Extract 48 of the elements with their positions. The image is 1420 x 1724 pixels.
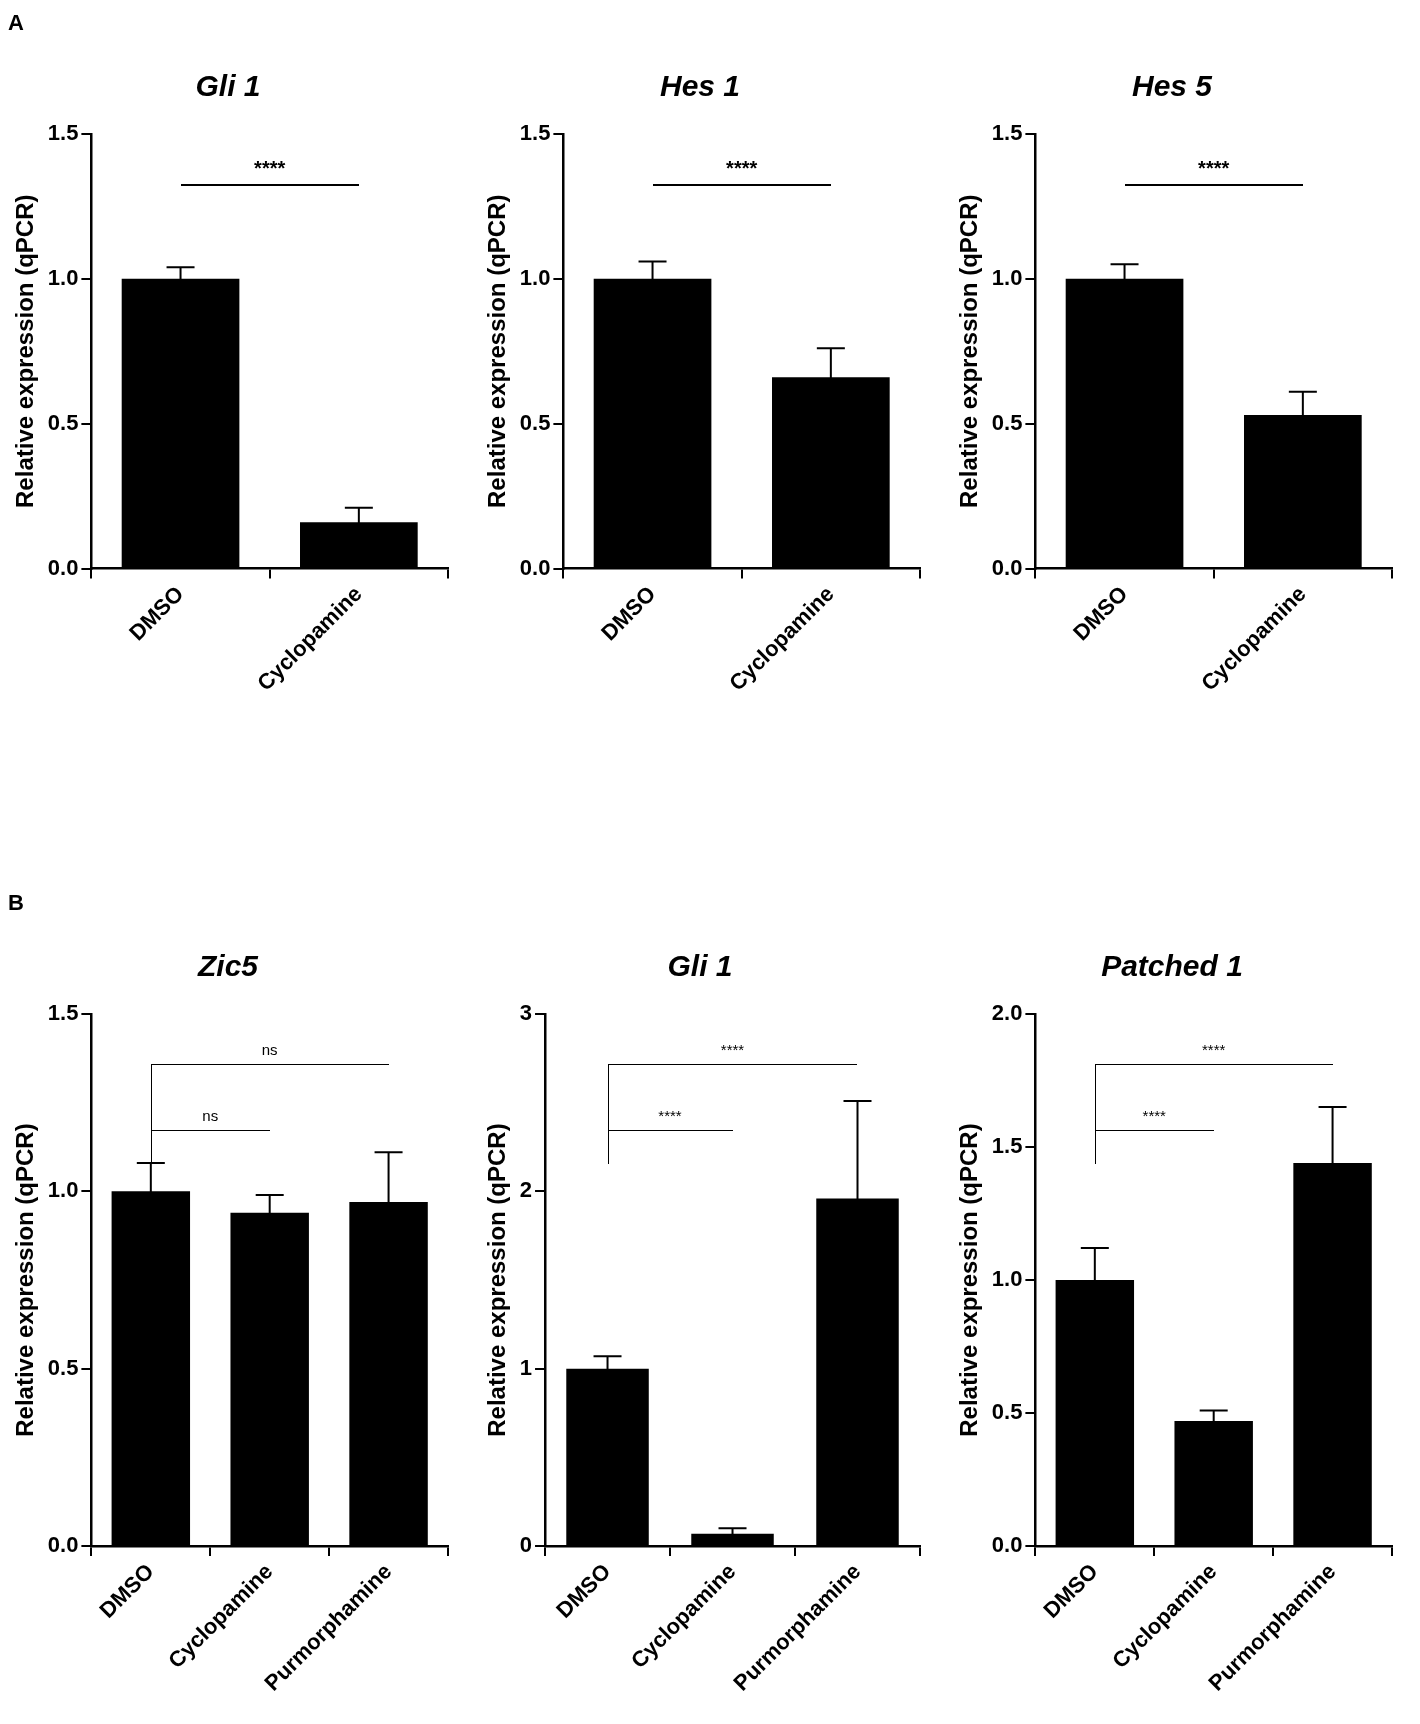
y-tick-label: 0: [519, 1532, 533, 1558]
y-tick-label: 0.0: [991, 554, 1023, 580]
annotation: ns: [260, 1041, 279, 1058]
text: A: [8, 10, 24, 36]
y-tick-label: 1.5: [519, 120, 551, 146]
y-axis-title: Relative expression (qPCR): [11, 194, 39, 508]
y-axis-title: Relative expression (qPCR): [483, 1123, 511, 1437]
y-axis-title: Relative expression (qPCR): [11, 1123, 39, 1437]
y-tick-label: 0.5: [519, 409, 551, 435]
annotation: ****: [1201, 1041, 1227, 1058]
y-tick-label: 1.5: [991, 120, 1023, 146]
annotation: ****: [1197, 157, 1231, 179]
annotation: ****: [1141, 1107, 1167, 1124]
y-axis-title: Relative expression (qPCR): [955, 194, 983, 508]
y-tick-label: 1.5: [47, 120, 79, 146]
y-tick-label: 0.5: [47, 1354, 79, 1380]
y-tick-label: 0.0: [47, 554, 79, 580]
y-axis-title: Relative expression (qPCR): [955, 1123, 983, 1437]
annotation: ****: [253, 157, 287, 179]
y-tick-label: 2.0: [991, 1000, 1023, 1026]
annotation: ****: [725, 157, 759, 179]
chart-title: Patched 1: [1101, 949, 1243, 983]
y-tick-label: 0.5: [991, 1399, 1023, 1425]
chart-title: Hes 5: [1131, 69, 1214, 103]
chart-title: Gli 1: [195, 69, 261, 103]
annotation: ns: [201, 1107, 220, 1124]
y-tick-label: 0.0: [47, 1532, 79, 1558]
y-tick-label: 1.0: [519, 264, 551, 290]
y-tick-label: 1.5: [991, 1133, 1023, 1159]
y-tick-label: 1.0: [991, 264, 1023, 290]
chart-title: Zic5: [196, 949, 260, 983]
y-tick-label: 1.0: [991, 1266, 1023, 1292]
annotation: ****: [719, 1041, 746, 1058]
y-tick-label: 3: [519, 1000, 533, 1026]
y-tick-label: 0.5: [47, 409, 79, 435]
y-tick-label: 0.0: [519, 554, 551, 580]
y-axis-title: Relative expression (qPCR): [483, 194, 511, 508]
chart-title: Hes 1: [659, 69, 741, 103]
chart-title: Gli 1: [667, 949, 733, 983]
y-tick-label: 1: [519, 1354, 533, 1380]
y-tick-label: 1.0: [47, 1177, 79, 1203]
y-tick-label: 1.0: [47, 264, 79, 290]
text: B: [8, 890, 24, 916]
y-tick-label: 2: [519, 1177, 533, 1203]
annotation: ****: [657, 1107, 683, 1124]
y-tick-label: 0.0: [991, 1532, 1023, 1558]
y-tick-label: 1.5: [47, 1000, 79, 1026]
y-tick-label: 0.5: [991, 409, 1023, 435]
